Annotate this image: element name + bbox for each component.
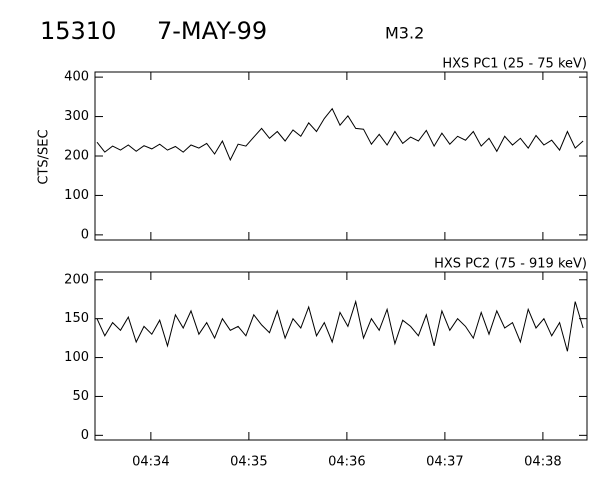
count-rate-line <box>96 299 584 352</box>
x-tick-label: 04:34 <box>132 455 169 470</box>
y-tick-label: 200 <box>64 272 89 287</box>
x-tick-label: 04:35 <box>230 455 267 470</box>
y-tick-label: 400 <box>64 70 89 85</box>
y-tick-label: 0 <box>81 428 89 443</box>
flare-class: M3.2 <box>385 24 424 43</box>
y-tick-label: 300 <box>64 109 89 124</box>
y-tick-label: 100 <box>64 188 89 203</box>
x-tick-label: 04:37 <box>426 455 463 470</box>
y-tick-label: 150 <box>64 311 89 326</box>
y-tick-label: 0 <box>81 227 89 242</box>
panel-subtitle: HXS PC1 (25 - 75 keV) <box>442 57 587 72</box>
panel-subtitle: HXS PC2 (75 - 919 keV) <box>434 257 587 272</box>
y-tick-label: 200 <box>64 149 89 164</box>
plot-frame <box>94 71 588 241</box>
count-rate-line <box>96 107 584 162</box>
x-tick-label: 04:38 <box>524 455 561 470</box>
x-tick-label: 04:36 <box>328 455 365 470</box>
y-tick-label: 50 <box>72 389 89 404</box>
plot-frame <box>94 271 588 441</box>
y-tick-label: 100 <box>64 350 89 365</box>
event-date: 7-MAY-99 <box>157 17 267 45</box>
y-axis-label: CTS/SEC <box>37 129 52 184</box>
event-id: 15310 <box>40 17 116 45</box>
